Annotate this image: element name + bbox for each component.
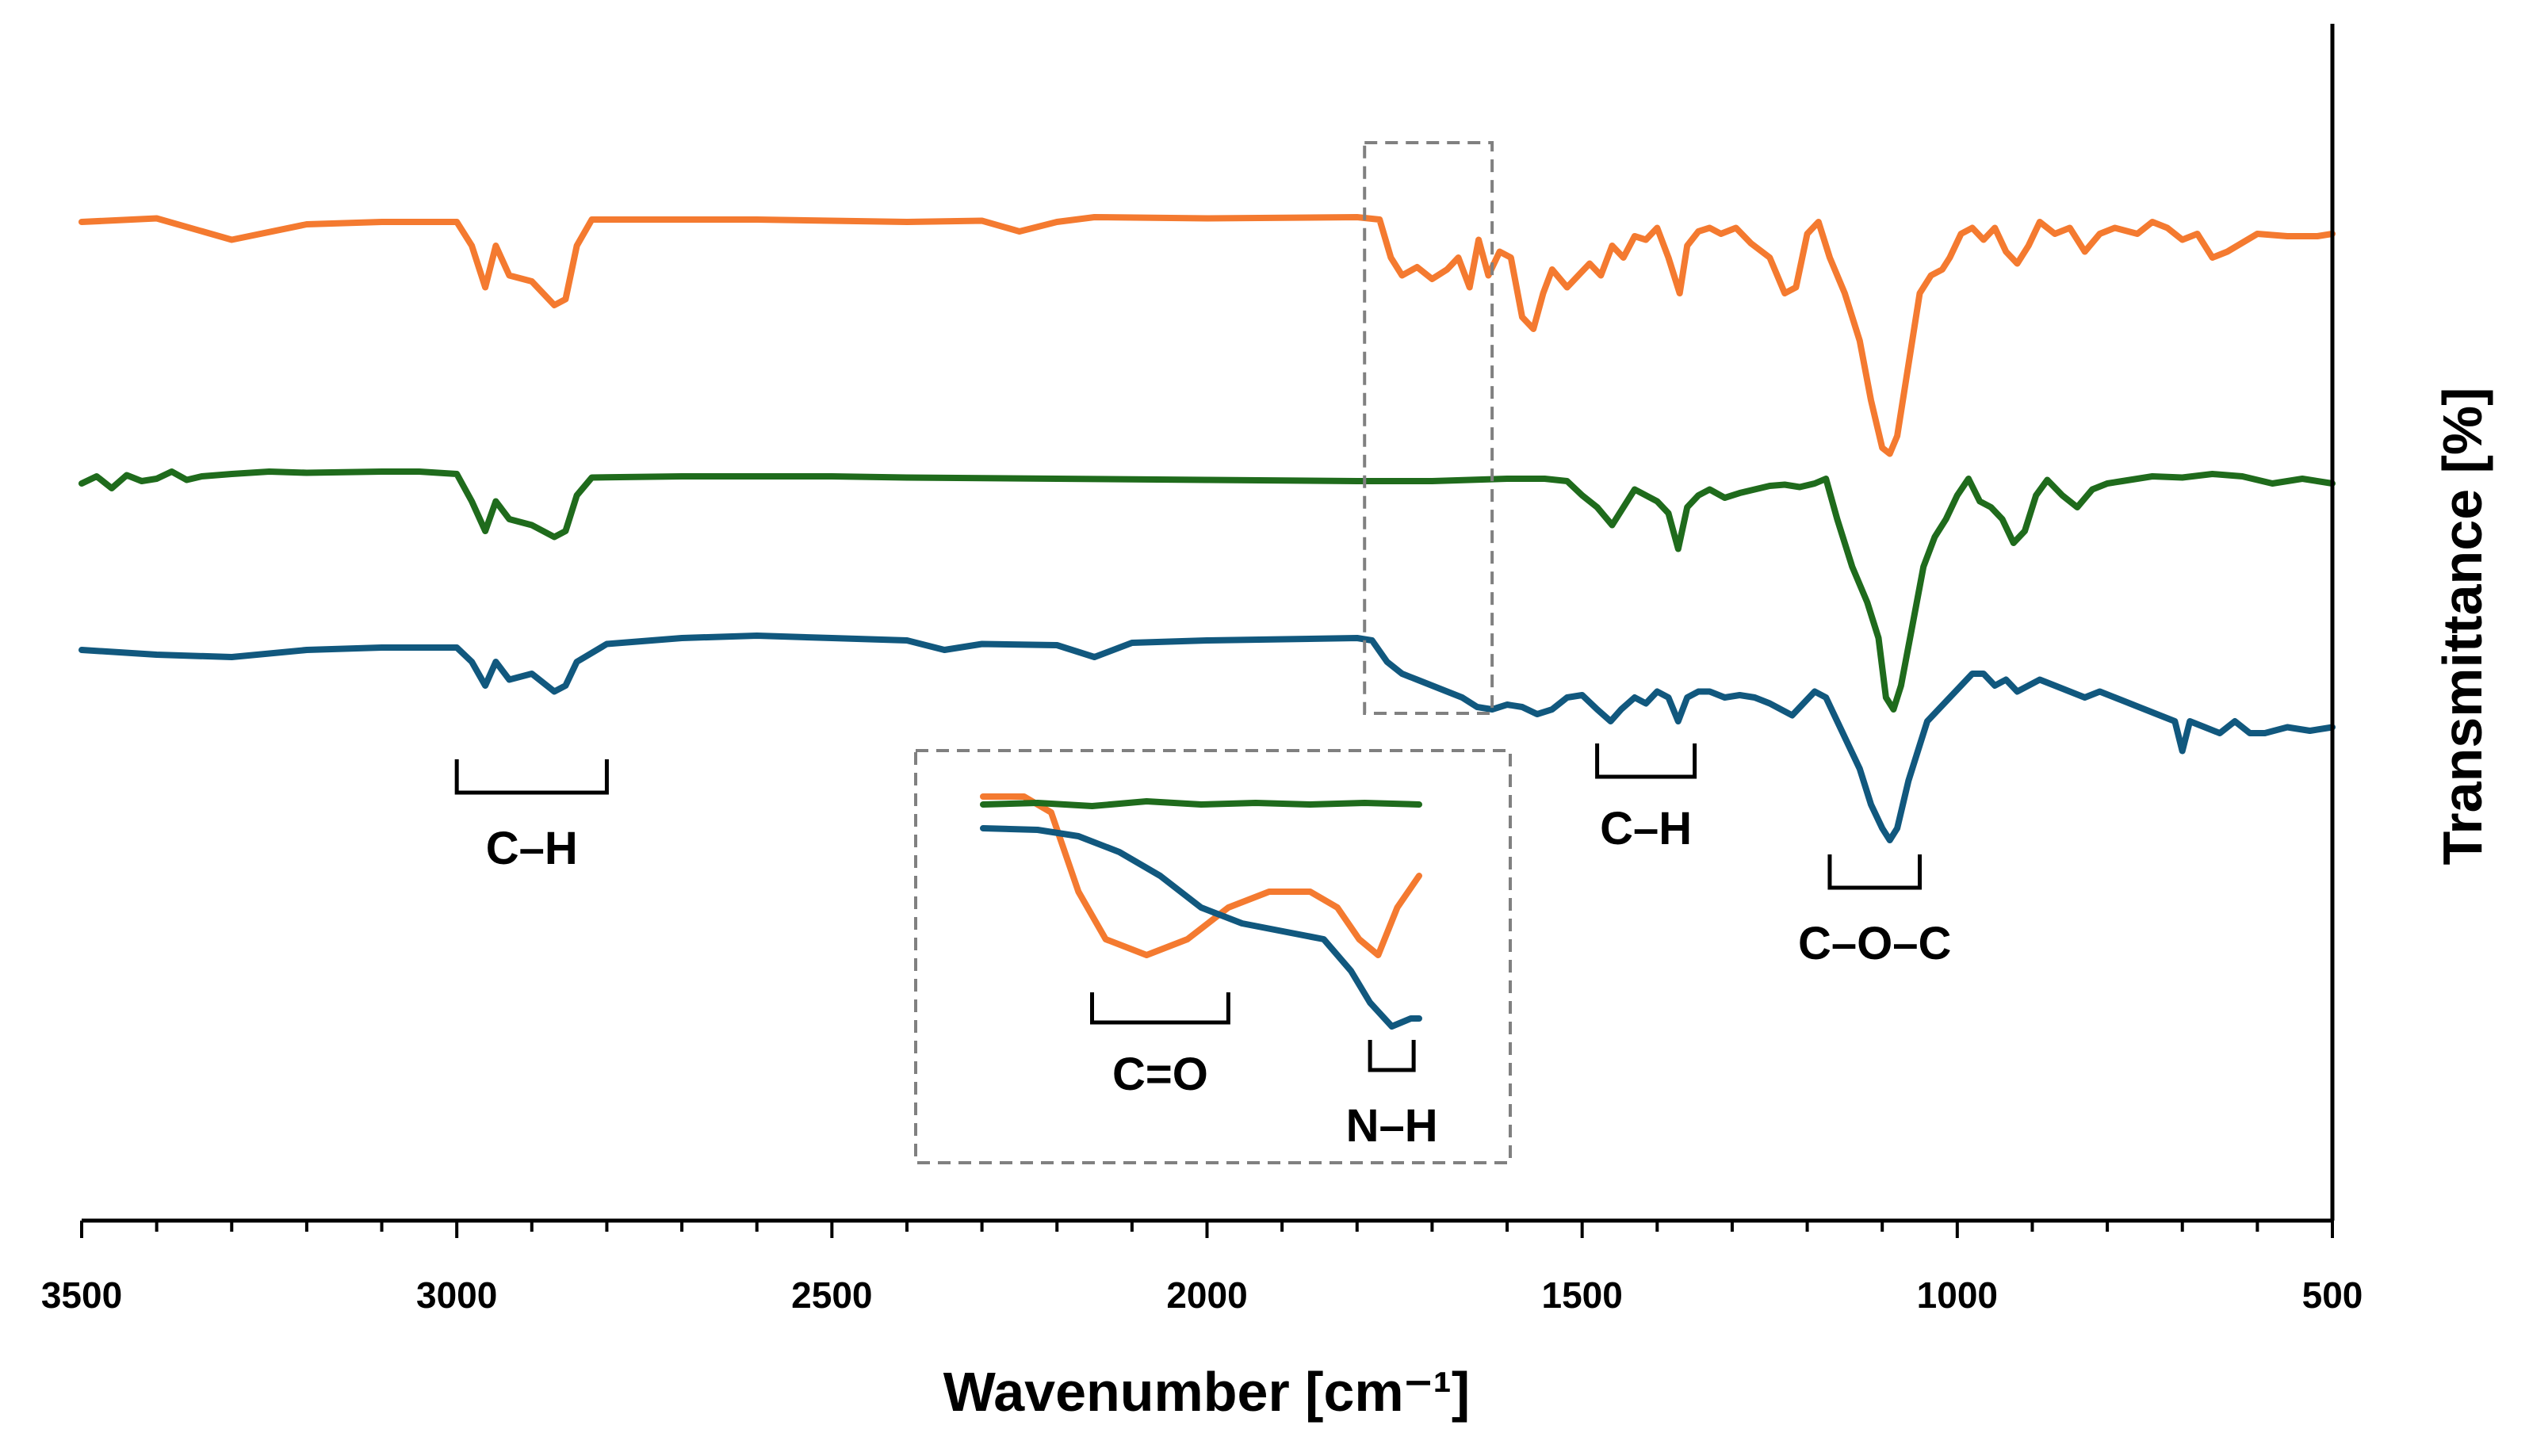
x-axis-title: Wavenumber [cm⁻¹] [943, 1361, 1470, 1423]
x-tick-label: 1000 [1917, 1274, 1998, 1316]
annotation-bracket [1827, 854, 1923, 890]
x-tick-label: 3500 [41, 1274, 122, 1316]
x-tick-label: 3000 [416, 1274, 497, 1316]
inset-annotation-label: C=O [1112, 1049, 1208, 1100]
annotation-label: C–H [486, 823, 578, 874]
annotation-label: C–O–C [1798, 918, 1951, 969]
series-line-bottom [78, 632, 2336, 843]
annotation-bracket [454, 759, 609, 795]
annotation-label: C–H [1600, 803, 1692, 854]
annotations: C–H C–H C–O–C [454, 743, 1951, 969]
inset-frame [914, 749, 1512, 1164]
highlight-box-group [1363, 141, 1494, 715]
inset-series-line-bottom [980, 825, 1422, 1030]
x-tick-label: 2000 [1166, 1274, 1247, 1316]
series-line-top [78, 214, 2336, 457]
axes [82, 24, 2335, 1223]
inset-bracket [1368, 1040, 1416, 1072]
x-tick-label: 500 [2302, 1274, 2363, 1316]
spectra-traces [78, 214, 2336, 843]
inset-series-line-middle [980, 798, 1422, 809]
annotation-bracket [1595, 743, 1697, 779]
inset-annotation-label: N–H [1346, 1100, 1438, 1152]
inset-bracket [1090, 992, 1230, 1025]
x-ticks: 3500 3000 2500 2000 1500 1000 500 [41, 1221, 2363, 1316]
inset-panel: C=O N–H [914, 749, 1512, 1164]
x-tick-label: 1500 [1541, 1274, 1622, 1316]
x-tick-label: 2500 [791, 1274, 872, 1316]
series-line-middle [78, 468, 2336, 713]
highlight-box [1363, 141, 1494, 715]
y-axis-title: Transmittance [%] [2431, 388, 2493, 866]
inset-series-line-top [980, 793, 1422, 958]
